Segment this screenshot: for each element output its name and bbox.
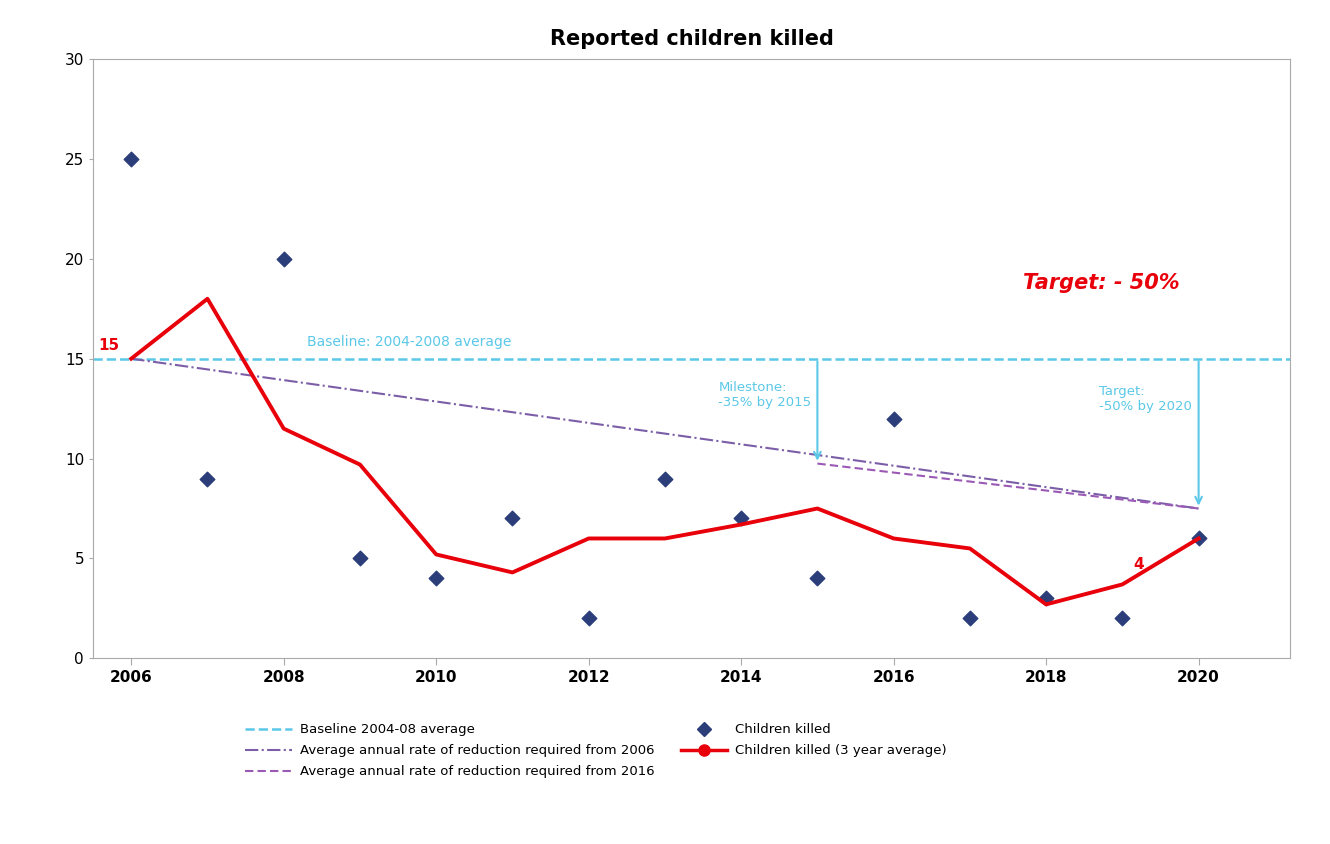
Children killed	[654, 472, 676, 485]
Children killed	[579, 612, 600, 625]
Children killed	[273, 252, 294, 266]
Children killed	[730, 511, 751, 525]
Children killed	[1112, 612, 1133, 625]
Children killed (3 year average)	[504, 567, 520, 577]
Title: Reported children killed: Reported children killed	[549, 30, 834, 49]
Children killed	[197, 472, 218, 485]
Text: 15: 15	[98, 338, 120, 353]
Text: Baseline: 2004-2008 average: Baseline: 2004-2008 average	[307, 335, 511, 349]
Children killed	[883, 412, 904, 425]
Children killed (3 year average)	[810, 503, 826, 513]
Text: Target: - 50%: Target: - 50%	[1023, 273, 1180, 293]
Children killed (3 year average)	[124, 354, 140, 364]
Children killed (3 year average)	[275, 424, 291, 434]
Children killed (3 year average)	[200, 294, 215, 304]
Children killed (3 year average)	[581, 533, 597, 544]
Children killed	[501, 511, 523, 525]
Children killed	[121, 152, 142, 165]
Children killed (3 year average)	[1039, 599, 1055, 609]
Average annual rate of reduction required from 2016	[1190, 503, 1206, 513]
Children killed (3 year average)	[352, 459, 368, 469]
Children killed (3 year average)	[1190, 533, 1206, 544]
Children killed	[350, 552, 371, 565]
Children killed	[426, 571, 447, 585]
Children killed (3 year average)	[733, 519, 749, 529]
Children killed	[807, 571, 829, 585]
Children killed (3 year average)	[886, 533, 902, 544]
Children killed (3 year average)	[962, 544, 978, 554]
Children killed (3 year average)	[1115, 579, 1130, 589]
Text: 4: 4	[1133, 557, 1144, 572]
Legend: Baseline 2004-08 average, Average annual rate of reduction required from 2006, A: Baseline 2004-08 average, Average annual…	[241, 718, 951, 783]
Children killed	[959, 612, 980, 625]
Children killed (3 year average)	[657, 533, 673, 544]
Children killed	[1036, 592, 1057, 605]
Text: Target:
-50% by 2020: Target: -50% by 2020	[1100, 385, 1193, 413]
Average annual rate of reduction required from 2016	[810, 458, 826, 468]
Children killed (3 year average)	[428, 549, 444, 560]
Line: Average annual rate of reduction required from 2016: Average annual rate of reduction require…	[818, 463, 1198, 508]
Line: Children killed (3 year average): Children killed (3 year average)	[132, 299, 1198, 604]
Children killed	[1188, 532, 1209, 545]
Text: Milestone:
-35% by 2015: Milestone: -35% by 2015	[718, 381, 811, 408]
